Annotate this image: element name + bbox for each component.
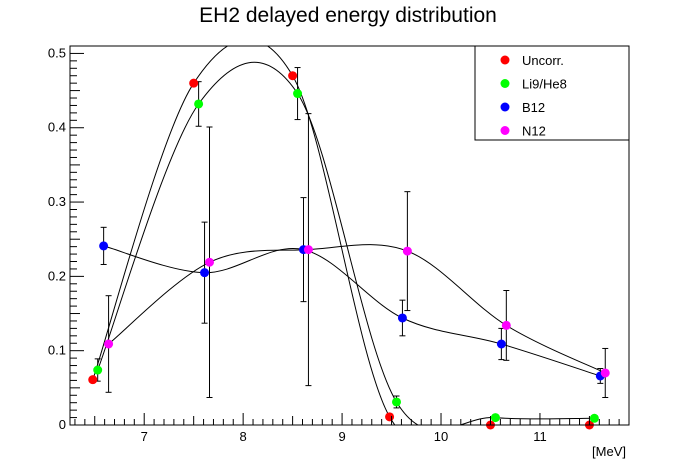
legend-marker [500, 55, 510, 65]
data-point-li9-he8 [194, 99, 204, 109]
data-point-uncorr [385, 412, 395, 422]
axes: 0 0.1 0.2 0.3 0.4 0.5 7 8 9 10 11 [48, 45, 630, 444]
data-point-n12 [205, 257, 215, 267]
data-point-li9-he8 [391, 397, 401, 407]
y-tick-label: 0.3 [48, 194, 66, 209]
legend-entry-label: Uncorr. [522, 53, 564, 68]
x-tick-label: 11 [533, 429, 547, 444]
data-point-n12 [501, 320, 511, 330]
legend-marker [500, 102, 510, 112]
data-point-b12 [397, 313, 407, 323]
data-point-b12 [496, 339, 506, 349]
fit-curve-2 [103, 245, 601, 377]
legend-marker [500, 126, 510, 135]
x-tick-label: 9 [338, 429, 345, 444]
y-tick-label: 0.4 [48, 120, 66, 135]
data-markers [88, 71, 610, 430]
data-point-uncorr [88, 375, 98, 385]
legend-box [474, 45, 630, 141]
data-point-n12 [104, 339, 114, 349]
y-tick-label: 0 [59, 417, 66, 432]
legend-entry-label: Li9/He8 [522, 77, 567, 92]
data-point-li9-he8 [490, 413, 500, 423]
y-tick-label: 0.5 [48, 45, 66, 60]
data-point-n12 [600, 368, 610, 378]
legend-marker [500, 79, 510, 88]
x-tick-label: 10 [434, 429, 448, 444]
x-axis-label: [MeV] [592, 444, 626, 459]
data-point-n12 [402, 246, 412, 256]
y-tick-label: 0.2 [48, 268, 66, 283]
chart-title: EH2 delayed energy distribution [199, 4, 497, 27]
y-tick-label: 0.1 [48, 343, 66, 358]
data-point-uncorr [189, 78, 199, 88]
legend-entry-label: N12 [522, 124, 546, 139]
data-point-b12 [99, 241, 109, 251]
data-point-li9-he8 [93, 365, 103, 375]
data-point-li9-he8 [293, 89, 303, 99]
fit-curves [92, 46, 606, 425]
x-tick-label: 8 [240, 429, 247, 444]
data-point-b12 [200, 268, 210, 278]
data-point-li9-he8 [589, 413, 599, 423]
data-point-uncorr [288, 71, 298, 81]
plot-frame [69, 45, 630, 426]
data-point-n12 [303, 245, 313, 255]
fit-curve-3 [108, 244, 606, 374]
fit-curve-0 [92, 46, 590, 425]
legend-entry-label: B12 [522, 100, 545, 115]
legend: Uncorr. Li9/He8 B12 N12 [474, 45, 630, 141]
x-tick-label: 7 [141, 429, 148, 444]
